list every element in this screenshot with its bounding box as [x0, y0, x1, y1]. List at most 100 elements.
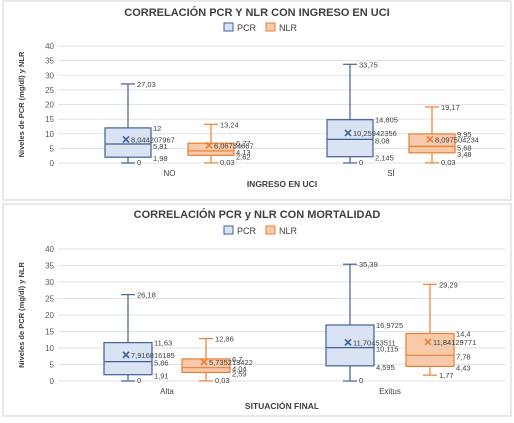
- mean-marker: [122, 351, 130, 359]
- legend-swatch-nlr: [265, 22, 276, 32]
- y-tick-label: 40: [45, 42, 54, 51]
- data-label-min: 0: [137, 158, 141, 167]
- legend-swatch-nlr: [265, 225, 276, 235]
- data-label-q3: 9,95: [457, 130, 472, 139]
- data-label-mean: 8,044207967: [131, 135, 175, 144]
- data-label-q3: 11,63: [154, 339, 172, 348]
- data-label-median: 8,08: [375, 136, 390, 145]
- x-tick-label: Alta: [160, 387, 174, 396]
- mean-marker: [344, 338, 352, 346]
- data-label-mean: 11,84129771: [433, 338, 476, 347]
- y-tick-label: 25: [45, 295, 54, 304]
- x-tick-label: NO: [164, 169, 176, 178]
- data-label-median: 7,78: [456, 352, 471, 361]
- legend-label-nlr: NLR: [279, 23, 298, 33]
- mean-marker: [424, 338, 432, 346]
- data-label-q3: 12: [153, 124, 161, 133]
- data-label-mean: 11,70453511: [353, 338, 396, 347]
- box-iqr: [103, 342, 153, 376]
- mean-marker: [122, 135, 130, 144]
- y-tick-label: 20: [45, 311, 54, 320]
- data-label-q3: 14,4: [456, 329, 471, 338]
- mean-marker: [205, 141, 213, 149]
- y-axis-label: Niveles de PCR (mg/dl) y NLR: [17, 261, 26, 367]
- data-label-max: 35,39: [359, 260, 378, 269]
- y-tick-label: 30: [45, 278, 54, 287]
- legend-swatch-pcr: [223, 22, 234, 32]
- data-label-q1: 2,59: [232, 369, 247, 378]
- data-label-q3: 16,9725: [376, 321, 403, 330]
- data-label-max: 26,18: [137, 291, 156, 300]
- box-iqr: [408, 133, 456, 154]
- y-tick-label: 35: [45, 57, 54, 66]
- legend-label-pcr: PCR: [237, 226, 257, 236]
- data-label-min: 0,03: [220, 158, 235, 167]
- y-tick-label: 15: [45, 115, 54, 124]
- data-label-max: 19,17: [441, 103, 460, 112]
- data-label-min: 0,03: [215, 376, 230, 385]
- mean-marker: [426, 135, 434, 143]
- data-label-q3: 14,805: [375, 116, 398, 125]
- data-label-q1: 4,595: [376, 363, 395, 372]
- y-tick-label: 30: [45, 71, 54, 80]
- data-label-q1: 3,48: [457, 150, 472, 159]
- y-tick-label: 15: [45, 328, 54, 337]
- y-tick-label: 35: [45, 262, 54, 271]
- legend-swatch-pcr: [223, 225, 234, 235]
- data-label-median: 10,115: [376, 345, 398, 354]
- y-axis-label: Niveles de PCR (mg/dl) y NLR: [17, 51, 26, 157]
- chart-panel-1: CORRELACIÓN PCR Y NLR CON INGRESO EN UCI…: [2, 0, 512, 201]
- data-label-min: 0: [359, 376, 363, 385]
- data-label-median: 5,68: [457, 143, 472, 152]
- data-label-median: 4,13: [236, 148, 251, 157]
- legend-label-nlr: NLR: [279, 226, 298, 236]
- data-label-max: 13,24: [220, 120, 239, 129]
- data-label-mean: 10,25942356: [353, 129, 397, 138]
- box-iqr: [104, 127, 152, 158]
- legend-label-pcr: PCR: [237, 23, 257, 33]
- legend: PCR NLR: [223, 225, 298, 236]
- data-label-mean: 6,06734667: [214, 141, 254, 150]
- data-label-q1: 1,91: [154, 372, 169, 381]
- box-iqr: [181, 358, 231, 374]
- chart-panel-2: CORRELACIÓN PCR y NLR CON MORTALIDAD PCR N…: [2, 203, 512, 417]
- box-nlr-exitus: 29,29 14,411,84129771 7,78 4,431,77: [405, 280, 476, 380]
- data-label-min: 0: [359, 158, 363, 167]
- chart-border: [2, 203, 512, 417]
- x-tick-label: Exitus: [379, 387, 401, 396]
- legend: PCR NLR: [223, 22, 298, 33]
- box-iqr: [326, 119, 374, 158]
- data-label-extra: 5,81: [153, 142, 168, 151]
- mean-marker: [344, 129, 352, 137]
- y-tick-label: 5: [50, 361, 55, 370]
- chart-title: CORRELACIÓN PCR y NLR CON MORTALIDAD: [134, 208, 381, 221]
- data-label-max: 12,86: [215, 335, 234, 344]
- x-axis-label: SITUACIÓN FINAL: [245, 400, 319, 411]
- data-label-min: 1,77: [439, 371, 454, 380]
- data-label-q3: 6,77: [236, 139, 251, 148]
- data-label-median: 5,86: [154, 359, 169, 368]
- data-label-mean: 8,097504234: [435, 135, 479, 144]
- data-label-q1: 2,62: [236, 152, 251, 161]
- data-label-max: 27,03: [137, 80, 156, 89]
- box-pcr-no: 27,03 12 8,044207967 1,98 0: [104, 80, 175, 167]
- data-label-max: 33,75: [359, 60, 378, 69]
- data-label-q1: 4,43: [456, 363, 471, 372]
- y-tick-label: 5: [50, 144, 55, 153]
- mean-marker: [200, 358, 208, 366]
- data-label-min: 0: [137, 376, 141, 385]
- data-label-mean: 7,916816185: [131, 351, 175, 360]
- data-label-q1: 2,145: [375, 154, 394, 163]
- data-label-q3: 6,7: [232, 355, 242, 364]
- x-axis-label: INGRESO EN UCI: [247, 179, 317, 189]
- data-label-q1: 1,98: [153, 154, 168, 163]
- y-tick-label: 10: [45, 344, 54, 353]
- chart-title: CORRELACIÓN PCR Y NLR CON INGRESO EN UCI: [124, 6, 389, 19]
